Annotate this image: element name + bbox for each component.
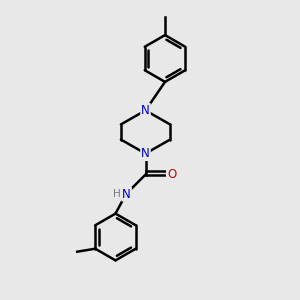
Text: N: N — [141, 104, 150, 117]
Text: H: H — [113, 189, 121, 199]
Text: N: N — [122, 188, 131, 201]
Text: N: N — [141, 147, 150, 160]
Text: O: O — [167, 168, 176, 181]
